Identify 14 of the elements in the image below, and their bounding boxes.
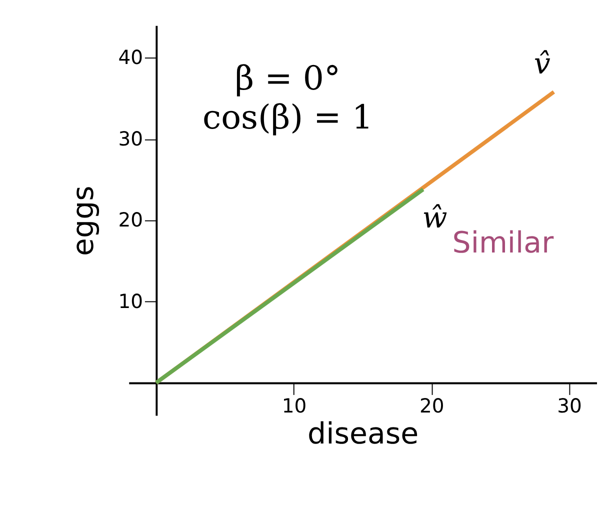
x-tick-label: 20 [419, 394, 444, 418]
annotation: cos(β) = 1 [202, 98, 373, 137]
x-tick-label: 10 [282, 394, 307, 418]
y-tick-label: 10 [118, 290, 144, 313]
y-tick-label: 30 [118, 127, 144, 150]
series-label: v̂ [534, 46, 551, 80]
annotation: β = 0° [234, 58, 341, 98]
y-tick-label: 20 [118, 208, 144, 232]
y-axis-title: eggs [66, 186, 100, 256]
annotation: Similar [452, 225, 555, 260]
x-axis-title: disease [308, 416, 419, 451]
x-tick-label: 30 [557, 394, 582, 418]
y-tick-label: 40 [118, 46, 144, 70]
series-label: ŵ [422, 200, 448, 234]
